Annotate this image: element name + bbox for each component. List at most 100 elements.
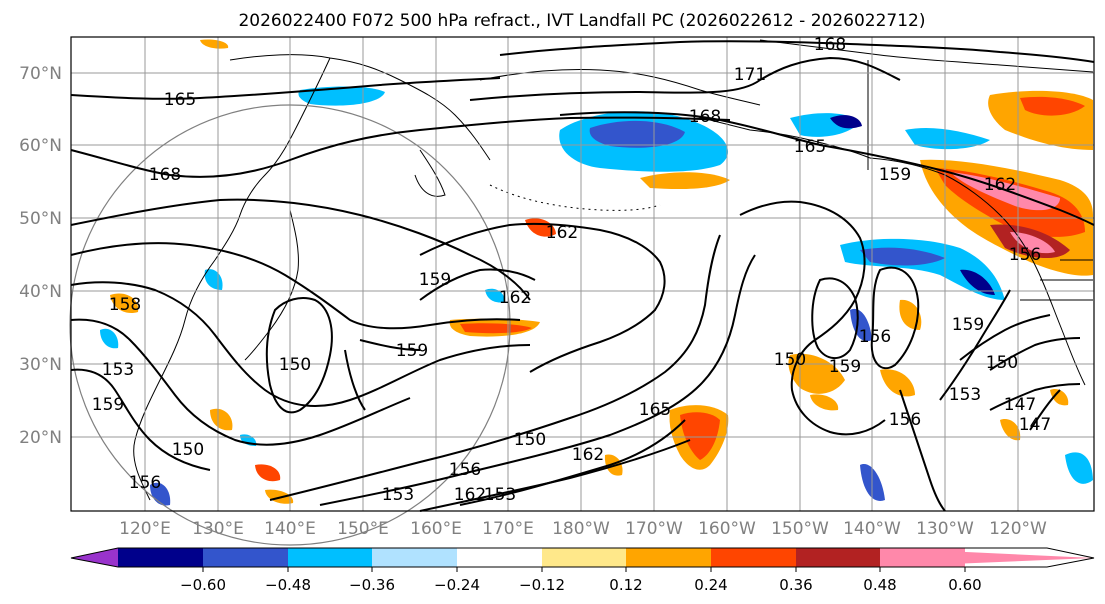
contour-162-s <box>459 419 686 506</box>
contour-label: 153 <box>949 385 981 405</box>
coast-okhotsk-w <box>214 57 331 261</box>
coast-kamchatka <box>414 149 446 197</box>
shade-blue2-ne-pac <box>860 247 945 266</box>
contour-label: 162 <box>499 288 531 308</box>
shade-orange-n <box>200 39 229 49</box>
contour-label: 153 <box>382 485 414 505</box>
map-frame <box>70 36 1095 512</box>
lon-label: 140°E <box>264 519 316 539</box>
shade-blue-se <box>1065 452 1093 484</box>
colorbar-tick-label: 0.36 <box>779 576 812 594</box>
colorbar-segment <box>626 548 711 567</box>
contour-159-se <box>959 314 1051 361</box>
contour-162-loop <box>419 222 666 373</box>
shade-red-hawaii <box>680 412 720 460</box>
contour-label: 159 <box>829 357 861 377</box>
lon-label-group: 120°E 130°E 140°E 150°E 160°E 170°E 180°… <box>119 519 1047 539</box>
contour-label: 159 <box>419 270 451 290</box>
contour-label: 159 <box>952 315 984 335</box>
contour-150-cut <box>265 297 333 414</box>
lat-label: 30°N <box>19 355 62 375</box>
coast-borders <box>1020 259 1093 301</box>
contour-label: 162 <box>572 445 604 465</box>
shade-darkblue-bering <box>589 120 685 148</box>
lat-label: 60°N <box>19 136 62 156</box>
colorbar-tick-label: 0.48 <box>863 576 896 594</box>
colorbar-segment <box>711 548 796 567</box>
lon-label: 180°W <box>552 519 610 539</box>
contour-156-closed <box>870 266 920 370</box>
contour-156-s <box>419 439 691 512</box>
contour-label: 153 <box>102 360 134 380</box>
coast-arctic <box>759 39 1094 73</box>
shade-orange-w <box>110 293 139 314</box>
shade-orange-se <box>1000 419 1021 441</box>
coast-alaska-n <box>479 68 761 106</box>
contour-label: 150 <box>514 430 546 450</box>
colorbar-segment <box>542 548 626 567</box>
refractivity-contours <box>70 40 1095 512</box>
shade-red-sw <box>255 464 281 482</box>
contour-label: 156 <box>1009 245 1041 265</box>
contour-159-east <box>739 200 886 436</box>
lon-label: 170°E <box>482 519 534 539</box>
contour-label: 147 <box>1019 415 1051 435</box>
shade-orange-sw2 <box>210 408 233 431</box>
colorbar-segment <box>457 548 542 567</box>
lat-label: 20°N <box>19 428 62 448</box>
contour-159-closed <box>811 277 859 359</box>
contour-label: 168 <box>689 107 721 127</box>
contour-label: 162 <box>546 223 578 243</box>
contour-label: 147 <box>1004 395 1036 415</box>
lon-label: 140°W <box>843 519 901 539</box>
contour-162-west <box>70 198 531 301</box>
shade-orange-sw <box>265 489 294 504</box>
shade-blue-sw <box>150 482 171 506</box>
shade-orange-e2 <box>880 369 915 397</box>
contour-153-mid <box>319 254 756 506</box>
coast-nw-america <box>869 157 1086 386</box>
lat-label-group: 70°N 60°N 50°N 40°N 30°N 20°N <box>19 64 62 448</box>
colorbar-segment <box>203 548 288 567</box>
contour-150-se <box>989 337 1081 371</box>
contour-153-se <box>939 289 1011 401</box>
contour-156 <box>70 281 531 407</box>
shade-navy-ne-pac <box>960 269 995 295</box>
shade-blue-mid <box>485 288 505 303</box>
contour-168-top <box>499 40 1095 63</box>
contour-label: 156 <box>449 460 481 480</box>
coast-china <box>133 259 216 501</box>
contour-label: 171 <box>734 65 766 85</box>
colorbar-tick-label: −0.24 <box>434 576 480 594</box>
colorbar-tick-label: −0.36 <box>349 576 395 594</box>
shade-red-mid <box>460 323 532 334</box>
range-ring <box>69 104 511 546</box>
contour-label: 159 <box>92 395 124 415</box>
contour-156-se <box>899 389 946 512</box>
contour-147-se2 <box>1029 389 1061 431</box>
colorbar-tick-label: −0.48 <box>265 576 311 594</box>
contour-150-mid <box>269 234 721 501</box>
colorbar-outline <box>70 547 1095 568</box>
colorbar-segment <box>288 548 372 567</box>
lon-label: 130°W <box>916 519 974 539</box>
shade-orange-npac <box>640 172 730 190</box>
colorbar-segment <box>372 548 457 567</box>
shade-pink-wa <box>1010 232 1055 254</box>
shade-orange-se2 <box>1050 389 1069 406</box>
contour-159-n <box>419 268 536 301</box>
contour-label: 150 <box>986 353 1018 373</box>
shade-blue-w <box>100 328 119 349</box>
shade-orange-e4 <box>810 394 839 411</box>
contour-165-east <box>559 111 1095 226</box>
contour-label: 156 <box>859 327 891 347</box>
lat-label: 50°N <box>19 209 62 229</box>
gridlines <box>71 37 1094 511</box>
contour-165-north <box>70 77 501 100</box>
coast-aleutians <box>489 184 661 211</box>
contour-label: 159 <box>396 341 428 361</box>
contour-label: 156 <box>889 410 921 430</box>
lon-label: 160°E <box>410 519 462 539</box>
colorbar-ticks <box>202 567 966 572</box>
